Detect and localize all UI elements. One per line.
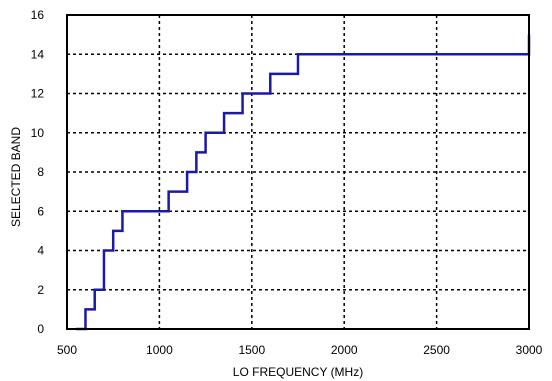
y-tick-label: 4: [37, 244, 44, 258]
x-tick-label: 2500: [423, 343, 450, 357]
y-tick-label: 6: [37, 204, 44, 218]
x-tick-labels: 500 1000 1500 2000 2500 3000: [57, 343, 543, 357]
x-tick-label: 500: [57, 343, 77, 357]
x-tick-label: 2000: [331, 343, 358, 357]
y-tick-label: 16: [31, 8, 45, 22]
y-tick-labels: 0 2 4 6 8 10 12 14 16: [31, 8, 45, 336]
y-tick-label: 14: [31, 47, 45, 61]
plot-frame: [66, 14, 530, 330]
series-group: [76, 34, 531, 331]
y-tick-label: 2: [37, 283, 44, 297]
series-line: [76, 34, 531, 331]
y-axis-title: SELECTED BAND: [9, 127, 23, 227]
y-tick-label: 12: [31, 87, 45, 101]
x-tick-label: 3000: [516, 343, 543, 357]
x-axis-title: LO FREQUENCY (MHz): [233, 365, 363, 379]
y-tick-label: 0: [37, 322, 44, 336]
y-tick-label: 10: [31, 126, 45, 140]
y-tick-label: 8: [37, 165, 44, 179]
x-tick-label: 1000: [146, 343, 173, 357]
x-tick-label: 1500: [238, 343, 265, 357]
